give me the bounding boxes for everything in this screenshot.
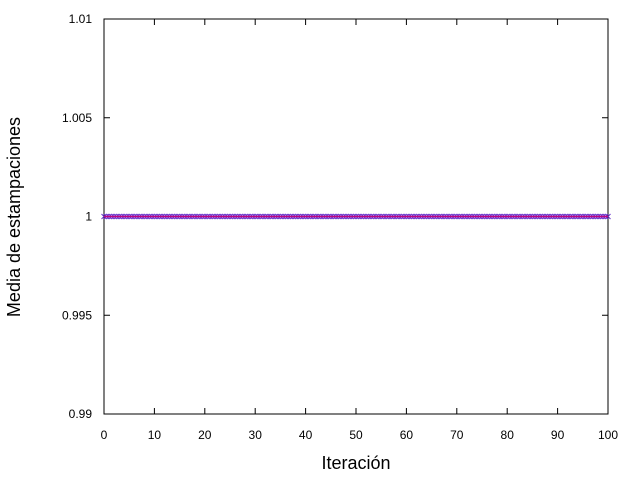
y-tick-label: 0.99 [69,407,93,421]
x-tick-label: 90 [551,428,565,442]
y-axis-title: Media de estampaciones [4,117,24,317]
x-tick-label: 60 [400,428,414,442]
x-axis-ticks: 0 10 20 30 40 50 60 70 80 90 100 [101,19,618,442]
x-tick-label: 0 [101,428,108,442]
y-axis-ticks: 0.99 0.995 1 1.005 1.01 [62,12,608,421]
y-tick-label: 1 [85,210,92,224]
y-tick-label: 0.995 [62,308,92,322]
x-tick-label: 20 [198,428,212,442]
x-axis-title: Iteración [321,453,390,473]
x-tick-label: 80 [501,428,515,442]
x-tick-label: 30 [249,428,263,442]
x-tick-label: 50 [349,428,363,442]
y-tick-label: 1.005 [62,111,92,125]
data-series [101,213,611,220]
x-tick-label: 10 [148,428,162,442]
x-tick-label: 70 [450,428,464,442]
y-tick-label: 1.01 [69,12,93,26]
x-tick-label: 40 [299,428,313,442]
x-tick-label: 100 [598,428,618,442]
